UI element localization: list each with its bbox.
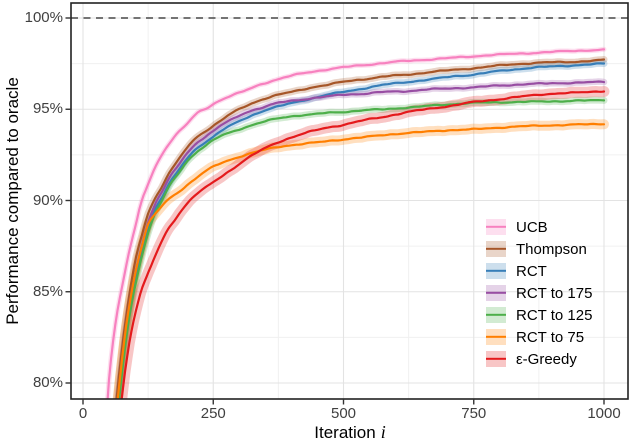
x-tick-label-750: 750 [461,405,487,422]
series-rct-to-175-line [116,80,606,399]
y-axis-title: Performance compared to oracle [3,0,23,406]
legend-key-icon [486,307,506,323]
series-rct-line [117,62,606,399]
gridlines-major [71,3,628,399]
y-tick-label-90: 90% [32,191,63,209]
series-curves [105,46,610,399]
legend-label: UCB [516,218,548,236]
y-tick-label-80: 80% [32,374,63,391]
legend-label: ε-Greedy [516,350,577,368]
x-tick-label-500: 500 [330,405,357,422]
x-tick-label-0: 0 [78,405,88,422]
x-tick-label-250: 250 [200,405,226,422]
legend-item-thompson: Thompson [486,240,592,258]
legend-item-rct-to-75: RCT to 75 [486,328,592,346]
legend-item-rct-to-175: RCT to 175 [486,284,593,302]
legend-item-rct: RCT [486,262,592,280]
legend-key-icon [486,329,506,345]
series-epsilon-greedy-line [120,90,606,399]
legend-label: RCT to 175 [516,284,593,302]
legend-label: RCT to 125 [516,306,593,324]
x-tick-label-1000: 1000 [587,405,621,422]
y-tick-label-100: 100% [24,9,63,26]
legend-key-icon [486,285,506,301]
legend-key-icon [486,351,506,367]
legend-key-icon [486,219,506,235]
legend-key-icon [486,263,506,279]
legend-label: RCT to 75 [516,328,585,346]
legend-item-epsilon-greedy: ε-Greedy [486,350,592,368]
series-rct-to-75-line [116,122,606,399]
series-rct-to-125-line [118,99,606,399]
x-axis-title-variable: i [380,422,386,442]
legend-label: RCT [516,262,547,280]
series-thompson-line [115,58,606,399]
y-tick-label-85: 85% [32,282,63,300]
legend: UCB Thompson RCT RCT to 175 RCT to 125 RCT to… [486,218,593,368]
axis-tick-marks [65,17,605,405]
series-ucb-line [106,48,606,399]
x-axis-title-text: Iteration [314,423,376,442]
x-axis-title: Iteration i [314,422,385,443]
y-tick-label-95: 95% [32,100,63,118]
y-axis-title-text: Performance compared to oracle [3,77,22,325]
legend-item-rct-to-125: RCT to 125 [486,306,593,324]
legend-key-icon [486,241,506,257]
legend-label: Thompson [516,240,587,258]
legend-item-ucb: UCB [486,218,592,236]
